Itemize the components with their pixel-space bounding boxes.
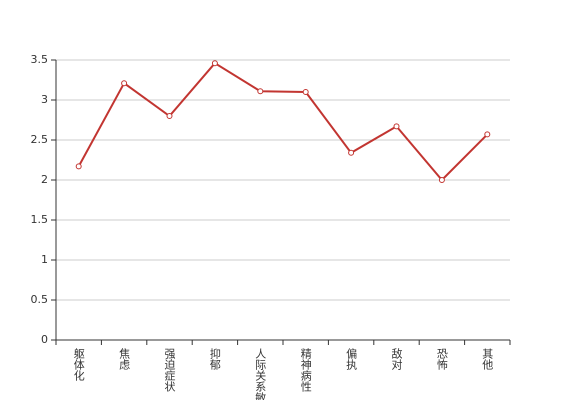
y-tick-label: 1 [41,253,48,266]
x-tick-label: 焦虑 [118,348,131,370]
line [77,61,489,182]
point [166,113,173,119]
y-tick-label: 3 [41,93,48,106]
y-tick-label: 2 [41,173,48,186]
point [438,177,445,183]
point [484,131,491,138]
y-tick-label: 3.5 [31,53,49,66]
x-tick-label: 敌对 [390,347,403,370]
y-tick-label: 1.5 [31,213,49,226]
x-tick-label: 恐怖 [435,348,448,370]
x-tick-label: 精神病性 [299,348,312,393]
x-tick-label: 人际关系敏感 [254,348,267,400]
x-tick-label: 抑郁 [208,347,221,370]
x-tick-label: 躯体化 [72,348,85,382]
y-tick-label: 2.5 [31,133,49,146]
point [75,163,82,170]
point [393,123,400,130]
point [302,89,309,95]
x-tick-label: 其他 [481,348,494,370]
y-tick-label: 0 [41,333,48,346]
y-tick-label: 0.5 [31,293,49,306]
point [211,60,218,67]
point [121,80,128,87]
point [257,88,264,95]
x-tick-label: 强迫症状 [163,348,176,392]
point [348,149,355,156]
x-tick-label: 偏执 [345,347,358,371]
